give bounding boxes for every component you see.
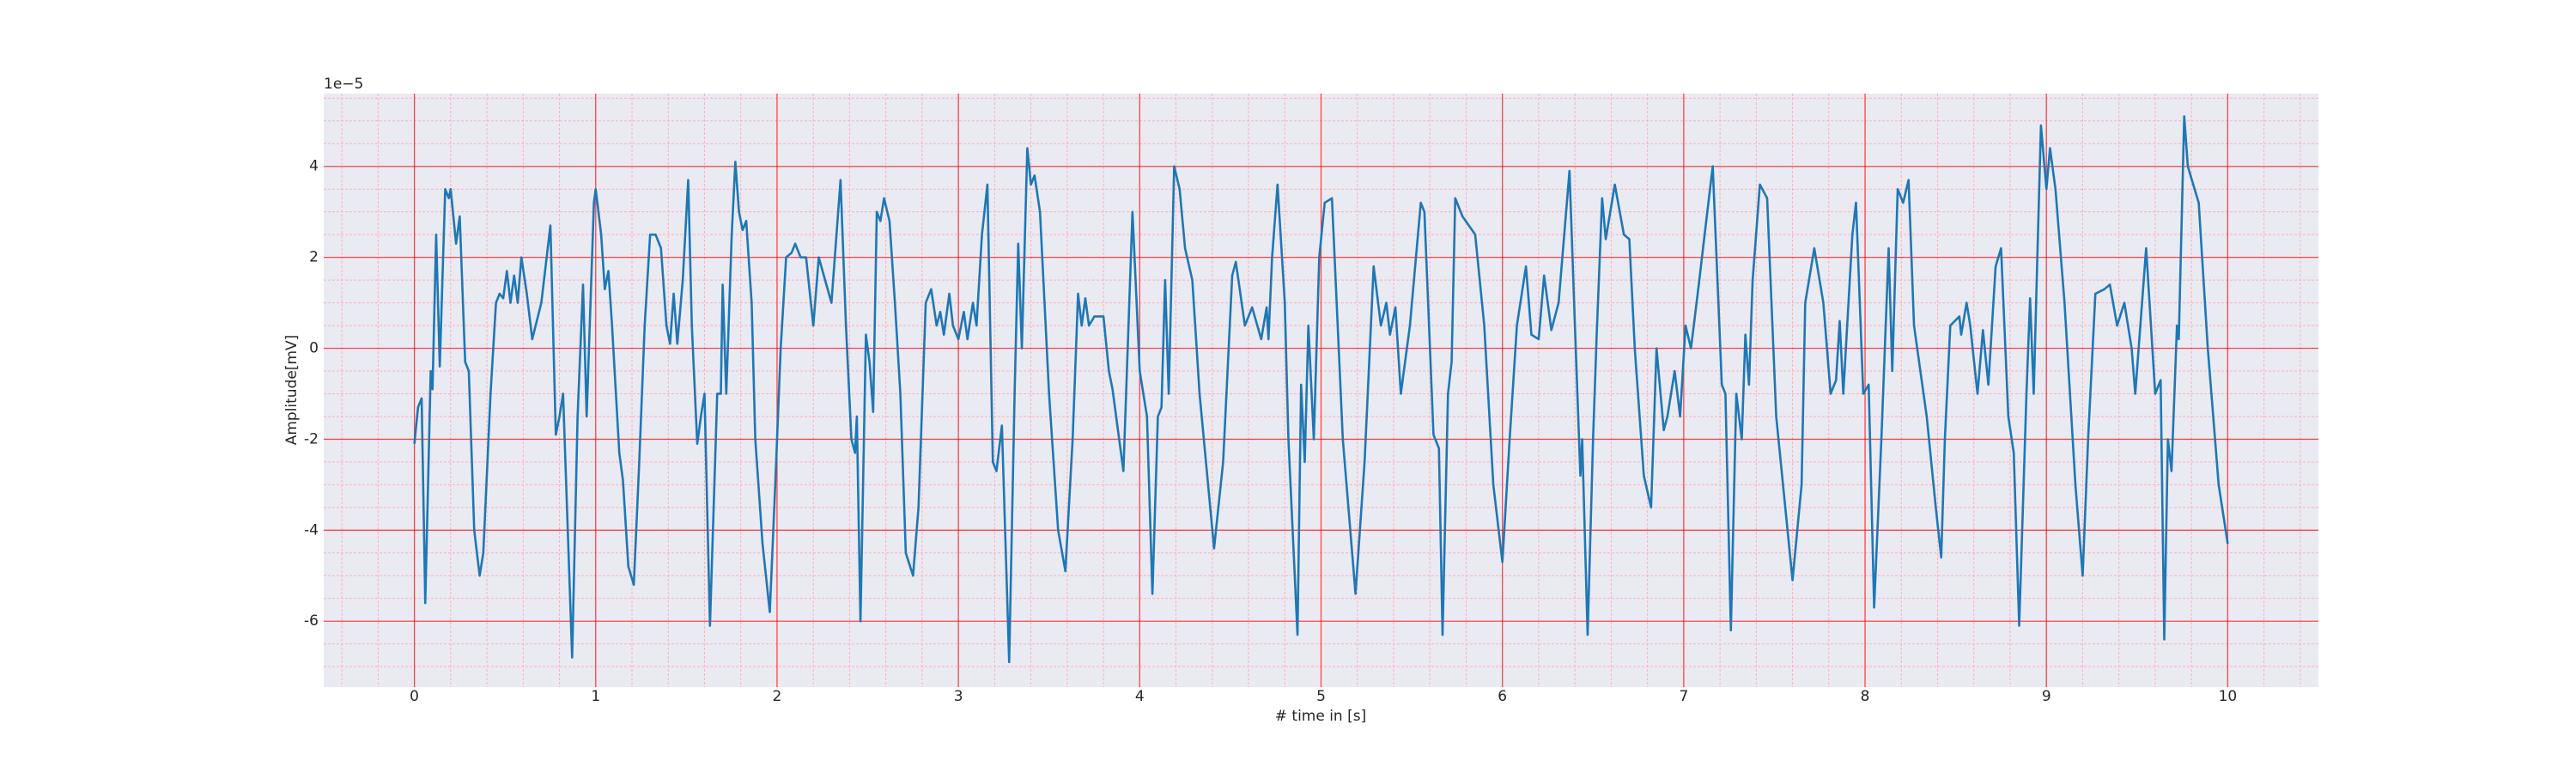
x-tick-label: 5	[1316, 688, 1326, 705]
offset-text: 1e−5	[324, 76, 363, 93]
x-tick-label: 10	[2219, 688, 2238, 705]
y-tick-label: 2	[309, 249, 319, 266]
y-tick-label: -2	[304, 430, 319, 447]
x-tick-label: 2	[773, 688, 782, 705]
y-axis-label: Amplitude[mV]	[283, 335, 301, 446]
y-tick-label: 4	[309, 158, 319, 175]
labels: # time in [s] Amplitude[mV] 1e−5 0 1 2 3 4 5 6…	[283, 76, 2237, 725]
x-tick-label: 6	[1498, 688, 1507, 705]
x-axis-label: # time in [s]	[1275, 708, 1366, 725]
x-tick-label: 4	[1135, 688, 1145, 705]
signal-line	[413, 115, 2229, 664]
y-tick-label: 0	[309, 340, 319, 357]
x-tick-label: 7	[1679, 688, 1688, 705]
x-tick-label: 9	[2042, 688, 2051, 705]
x-tick-label: 3	[954, 688, 963, 705]
grid	[324, 94, 2318, 687]
marks	[413, 115, 2229, 664]
x-tick-label: 8	[1861, 688, 1870, 705]
y-tick-label: -4	[304, 521, 319, 539]
x-tick-label: 1	[591, 688, 600, 705]
y-tick-label: -6	[304, 612, 319, 630]
x-tick-label: 0	[410, 688, 419, 705]
